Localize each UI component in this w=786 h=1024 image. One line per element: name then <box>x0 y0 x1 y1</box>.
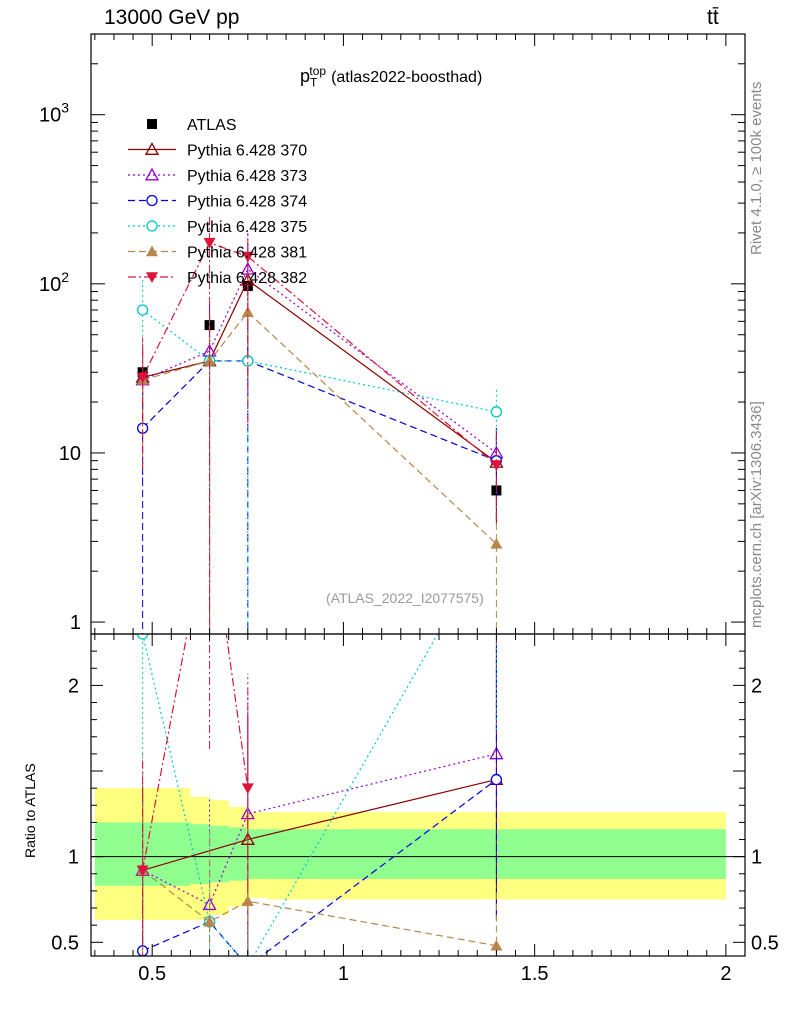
legend: ATLAS Pythia 6.428 370 Pythia 6.428 373 Pyt… <box>128 117 307 287</box>
main-series <box>135 215 504 634</box>
legend-marker <box>147 119 157 129</box>
ratio-point <box>241 783 254 795</box>
series-pythia-6.428-370 <box>135 242 504 634</box>
ratio-point <box>243 961 253 971</box>
legend-marker <box>144 142 160 155</box>
ratio-y-tick-label: 2 <box>68 675 79 697</box>
ratio-ylabel: Ratio to ATLAS <box>22 763 38 858</box>
data-point <box>490 460 503 471</box>
data-point <box>203 237 216 249</box>
legend-item: Pythia 6.428 374 <box>128 194 307 211</box>
band-stat <box>209 825 229 883</box>
ratio-line <box>142 779 497 956</box>
plot-title: pTtop (atlas2022-boosthad) <box>300 64 482 90</box>
legend-item: ATLAS <box>147 117 237 134</box>
ratio-y-tick-label: 0.5 <box>51 932 79 954</box>
legend-item: Pythia 6.428 373 <box>128 167 307 185</box>
y-tick-label: 102 <box>39 269 69 296</box>
legend-marker <box>146 194 158 207</box>
series-line <box>142 241 497 466</box>
rivet-label: Rivet 4.1.0, ≥ 100k events <box>748 81 765 255</box>
data-point <box>241 251 254 263</box>
legend-item: Pythia 6.428 370 <box>128 142 307 160</box>
y-tick-label: 1 <box>70 612 81 634</box>
series-line <box>142 279 497 463</box>
ratio-point <box>136 634 149 640</box>
x-tick-label: 1.5 <box>521 963 549 985</box>
data-point <box>490 537 503 549</box>
data-point <box>490 406 503 418</box>
ratio-pythia-6.428-382 <box>136 634 254 956</box>
legend-marker <box>146 245 158 257</box>
series-line <box>142 360 497 462</box>
main-panel <box>90 33 746 635</box>
legend-marker <box>146 220 158 232</box>
series-line <box>142 311 497 545</box>
data-point <box>241 306 254 317</box>
series-pythia-6.428-381 <box>136 271 503 634</box>
series-pythia-6.428-374 <box>136 315 503 634</box>
ratio-series <box>135 634 504 971</box>
data-point <box>136 304 149 316</box>
legend-label: Pythia 6.428 374 <box>187 194 307 211</box>
legend-label: Pythia 6.428 373 <box>187 168 307 185</box>
ratio-point <box>203 915 216 927</box>
series-pythia-6.428-382 <box>136 215 503 634</box>
x-tick-label: 2 <box>720 963 731 985</box>
legend-item: Pythia 6.428 382 <box>128 270 307 287</box>
series-pythia-6.428-373 <box>135 232 504 634</box>
ratio-point <box>243 961 253 971</box>
ratio-point <box>136 865 149 877</box>
ticks: 0.5 1 1.5 2 1 10 102 103 0.5 0.5 1 1 2 2 <box>39 33 779 985</box>
legend-marker <box>146 272 158 283</box>
process-label: tt̄ <box>707 6 719 29</box>
x-tick-label: 1 <box>338 963 349 985</box>
ratio-line <box>142 753 497 906</box>
data-point <box>136 372 149 384</box>
legend-label: ATLAS <box>187 117 237 134</box>
ratio-panel <box>90 633 746 971</box>
analysis-label: (ATLAS_2022_I2077575) <box>326 590 484 606</box>
legend-label: Pythia 6.428 382 <box>187 270 307 287</box>
series-line <box>142 309 497 413</box>
ratio-y-tick-label: 0.5 <box>751 932 779 954</box>
y-tick-label: 103 <box>39 100 69 127</box>
legend-label: Pythia 6.428 370 <box>187 143 307 160</box>
series-line <box>142 268 497 454</box>
legend-item: Pythia 6.428 375 <box>128 219 307 236</box>
y-tick-label: 10 <box>59 443 81 465</box>
ratio-frame <box>90 633 746 957</box>
ratio-y-tick-label: 1 <box>68 847 79 869</box>
x-tick-label: 0.5 <box>138 963 166 985</box>
series-pythia-6.428-375 <box>136 276 503 634</box>
legend-item: Pythia 6.428 381 <box>128 245 307 262</box>
ratio-y-tick-label: 1 <box>751 847 762 869</box>
legend-label: Pythia 6.428 381 <box>187 245 307 262</box>
plot-title-sup: top <box>309 64 327 78</box>
ratio-point <box>490 939 503 951</box>
data-point <box>203 354 216 366</box>
legend-marker <box>144 167 160 181</box>
mcplots-label: mcplots.cern.ch [arXiv:1306.3436] <box>748 401 765 628</box>
legend-label: Pythia 6.428 375 <box>187 219 307 236</box>
ratio-point <box>490 773 503 786</box>
uncertainty-bands <box>94 788 726 921</box>
plot-title-sub: T <box>310 75 318 90</box>
collision-label: 13000 GeV pp <box>104 6 240 29</box>
ratio-y-tick-label: 2 <box>751 675 762 697</box>
plot-title-suffix: (atlas2022-boosthad) <box>331 69 483 86</box>
ratio-line <box>142 634 249 871</box>
ratio-point <box>241 895 254 906</box>
ratio-line <box>142 869 497 947</box>
plot-title-main: p <box>300 66 311 86</box>
